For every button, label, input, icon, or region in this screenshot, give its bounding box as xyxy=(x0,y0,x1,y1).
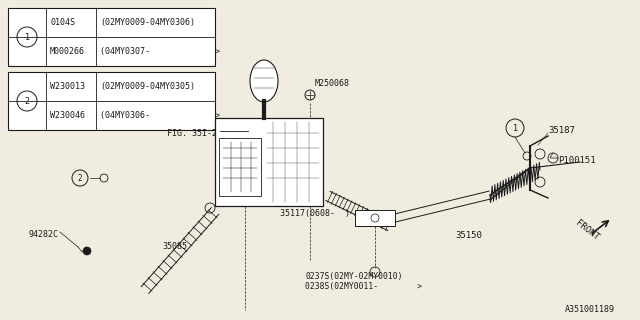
Text: 35187: 35187 xyxy=(548,125,575,134)
Text: M250068: M250068 xyxy=(315,78,350,87)
Text: W230046: W230046 xyxy=(50,110,85,119)
Text: 1: 1 xyxy=(24,33,29,42)
Text: P100151: P100151 xyxy=(558,156,596,164)
Text: A351001189: A351001189 xyxy=(565,306,615,315)
Text: 35150: 35150 xyxy=(455,230,482,239)
Text: M000266: M000266 xyxy=(50,46,85,55)
Bar xyxy=(8,72,215,130)
Ellipse shape xyxy=(250,60,278,102)
Circle shape xyxy=(83,247,91,255)
Text: 0237S(02MY-02MY0010): 0237S(02MY-02MY0010) xyxy=(305,271,403,281)
Text: 35085: 35085 xyxy=(162,242,187,251)
Text: 94282C: 94282C xyxy=(28,229,58,238)
Text: 1: 1 xyxy=(513,124,518,132)
Text: (04MY0307-             >: (04MY0307- > xyxy=(100,46,220,55)
Text: 35117(0608-  ): 35117(0608- ) xyxy=(280,209,350,218)
Bar xyxy=(355,210,395,226)
Bar xyxy=(8,8,215,66)
Text: 0104S: 0104S xyxy=(50,18,75,27)
Text: (02MY0009-04MY0306): (02MY0009-04MY0306) xyxy=(100,18,195,27)
Bar xyxy=(215,118,323,206)
Bar xyxy=(219,138,261,196)
Text: 0238S(02MY0011-        >: 0238S(02MY0011- > xyxy=(305,283,422,292)
Text: W230013: W230013 xyxy=(50,82,85,91)
Text: (02MY0009-04MY0305): (02MY0009-04MY0305) xyxy=(100,82,195,91)
Text: (04MY0306-             >: (04MY0306- > xyxy=(100,110,220,119)
Text: 2: 2 xyxy=(77,173,83,182)
Text: FRONT: FRONT xyxy=(574,218,601,242)
Text: 2: 2 xyxy=(24,97,29,106)
Text: FIG. 35I-2, 3: FIG. 35I-2, 3 xyxy=(167,129,232,138)
